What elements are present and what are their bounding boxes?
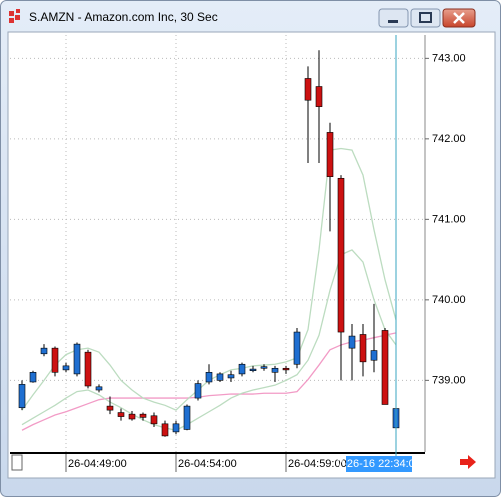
candle-body xyxy=(271,367,279,373)
candle-body xyxy=(315,86,323,107)
candle-body xyxy=(128,413,136,420)
app-icon xyxy=(9,9,20,23)
candle-body xyxy=(205,372,213,383)
x-tick-label: 26-04:59:00 xyxy=(288,458,347,470)
window-title: S.AMZN - Amazon.com Inc, 30 Sec xyxy=(29,10,218,24)
maximize-button[interactable] xyxy=(410,8,441,28)
candle-body xyxy=(381,330,389,405)
chart-area xyxy=(7,31,496,479)
candle-body xyxy=(337,177,345,333)
candle-body xyxy=(326,132,334,177)
scrollbar-thumb[interactable] xyxy=(11,454,23,471)
candle-body xyxy=(238,363,246,375)
candle-body xyxy=(183,405,191,430)
candle-body xyxy=(172,423,180,433)
candle-body xyxy=(62,365,70,371)
minimize-button[interactable] xyxy=(378,8,409,28)
candle-body xyxy=(194,383,202,399)
candle-body xyxy=(18,384,26,409)
candle-body xyxy=(51,347,59,373)
candle-body xyxy=(348,335,356,349)
candle-body xyxy=(161,423,169,437)
cursor-label: 7-26-16 22:34:00 xyxy=(337,458,421,470)
candle-body xyxy=(282,367,290,371)
candle-body xyxy=(84,351,92,387)
candle-body xyxy=(304,78,312,101)
y-tick-label: 740.00 xyxy=(432,294,466,306)
candle-body xyxy=(227,374,235,379)
y-tick-label: 741.00 xyxy=(432,213,466,225)
y-tick-label: 743.00 xyxy=(432,52,466,64)
cursor-label-box xyxy=(346,456,412,472)
y-tick-label: 742.00 xyxy=(432,133,466,145)
close-button[interactable] xyxy=(442,8,476,28)
candle-body xyxy=(117,412,125,417)
candle-body xyxy=(293,331,301,365)
candle-body xyxy=(139,413,147,418)
indicator-line xyxy=(21,332,397,431)
scroll-right-arrow[interactable] xyxy=(460,455,476,469)
candle-body xyxy=(40,347,48,355)
candle-body xyxy=(73,343,81,375)
candle-body xyxy=(359,334,367,363)
candle-body xyxy=(260,366,268,369)
candle-body xyxy=(216,373,224,381)
y-tick-label: 739.00 xyxy=(432,374,466,386)
candle-body xyxy=(95,386,103,391)
candle-body xyxy=(370,350,378,361)
candle-body xyxy=(150,415,158,425)
x-tick-label: 26-04:49:00 xyxy=(68,458,127,470)
indicator-line xyxy=(21,249,397,431)
candle-body xyxy=(106,405,114,411)
x-tick-label: 26-04:54:00 xyxy=(178,458,237,470)
candle-body xyxy=(249,368,257,371)
candle-body xyxy=(29,372,37,383)
